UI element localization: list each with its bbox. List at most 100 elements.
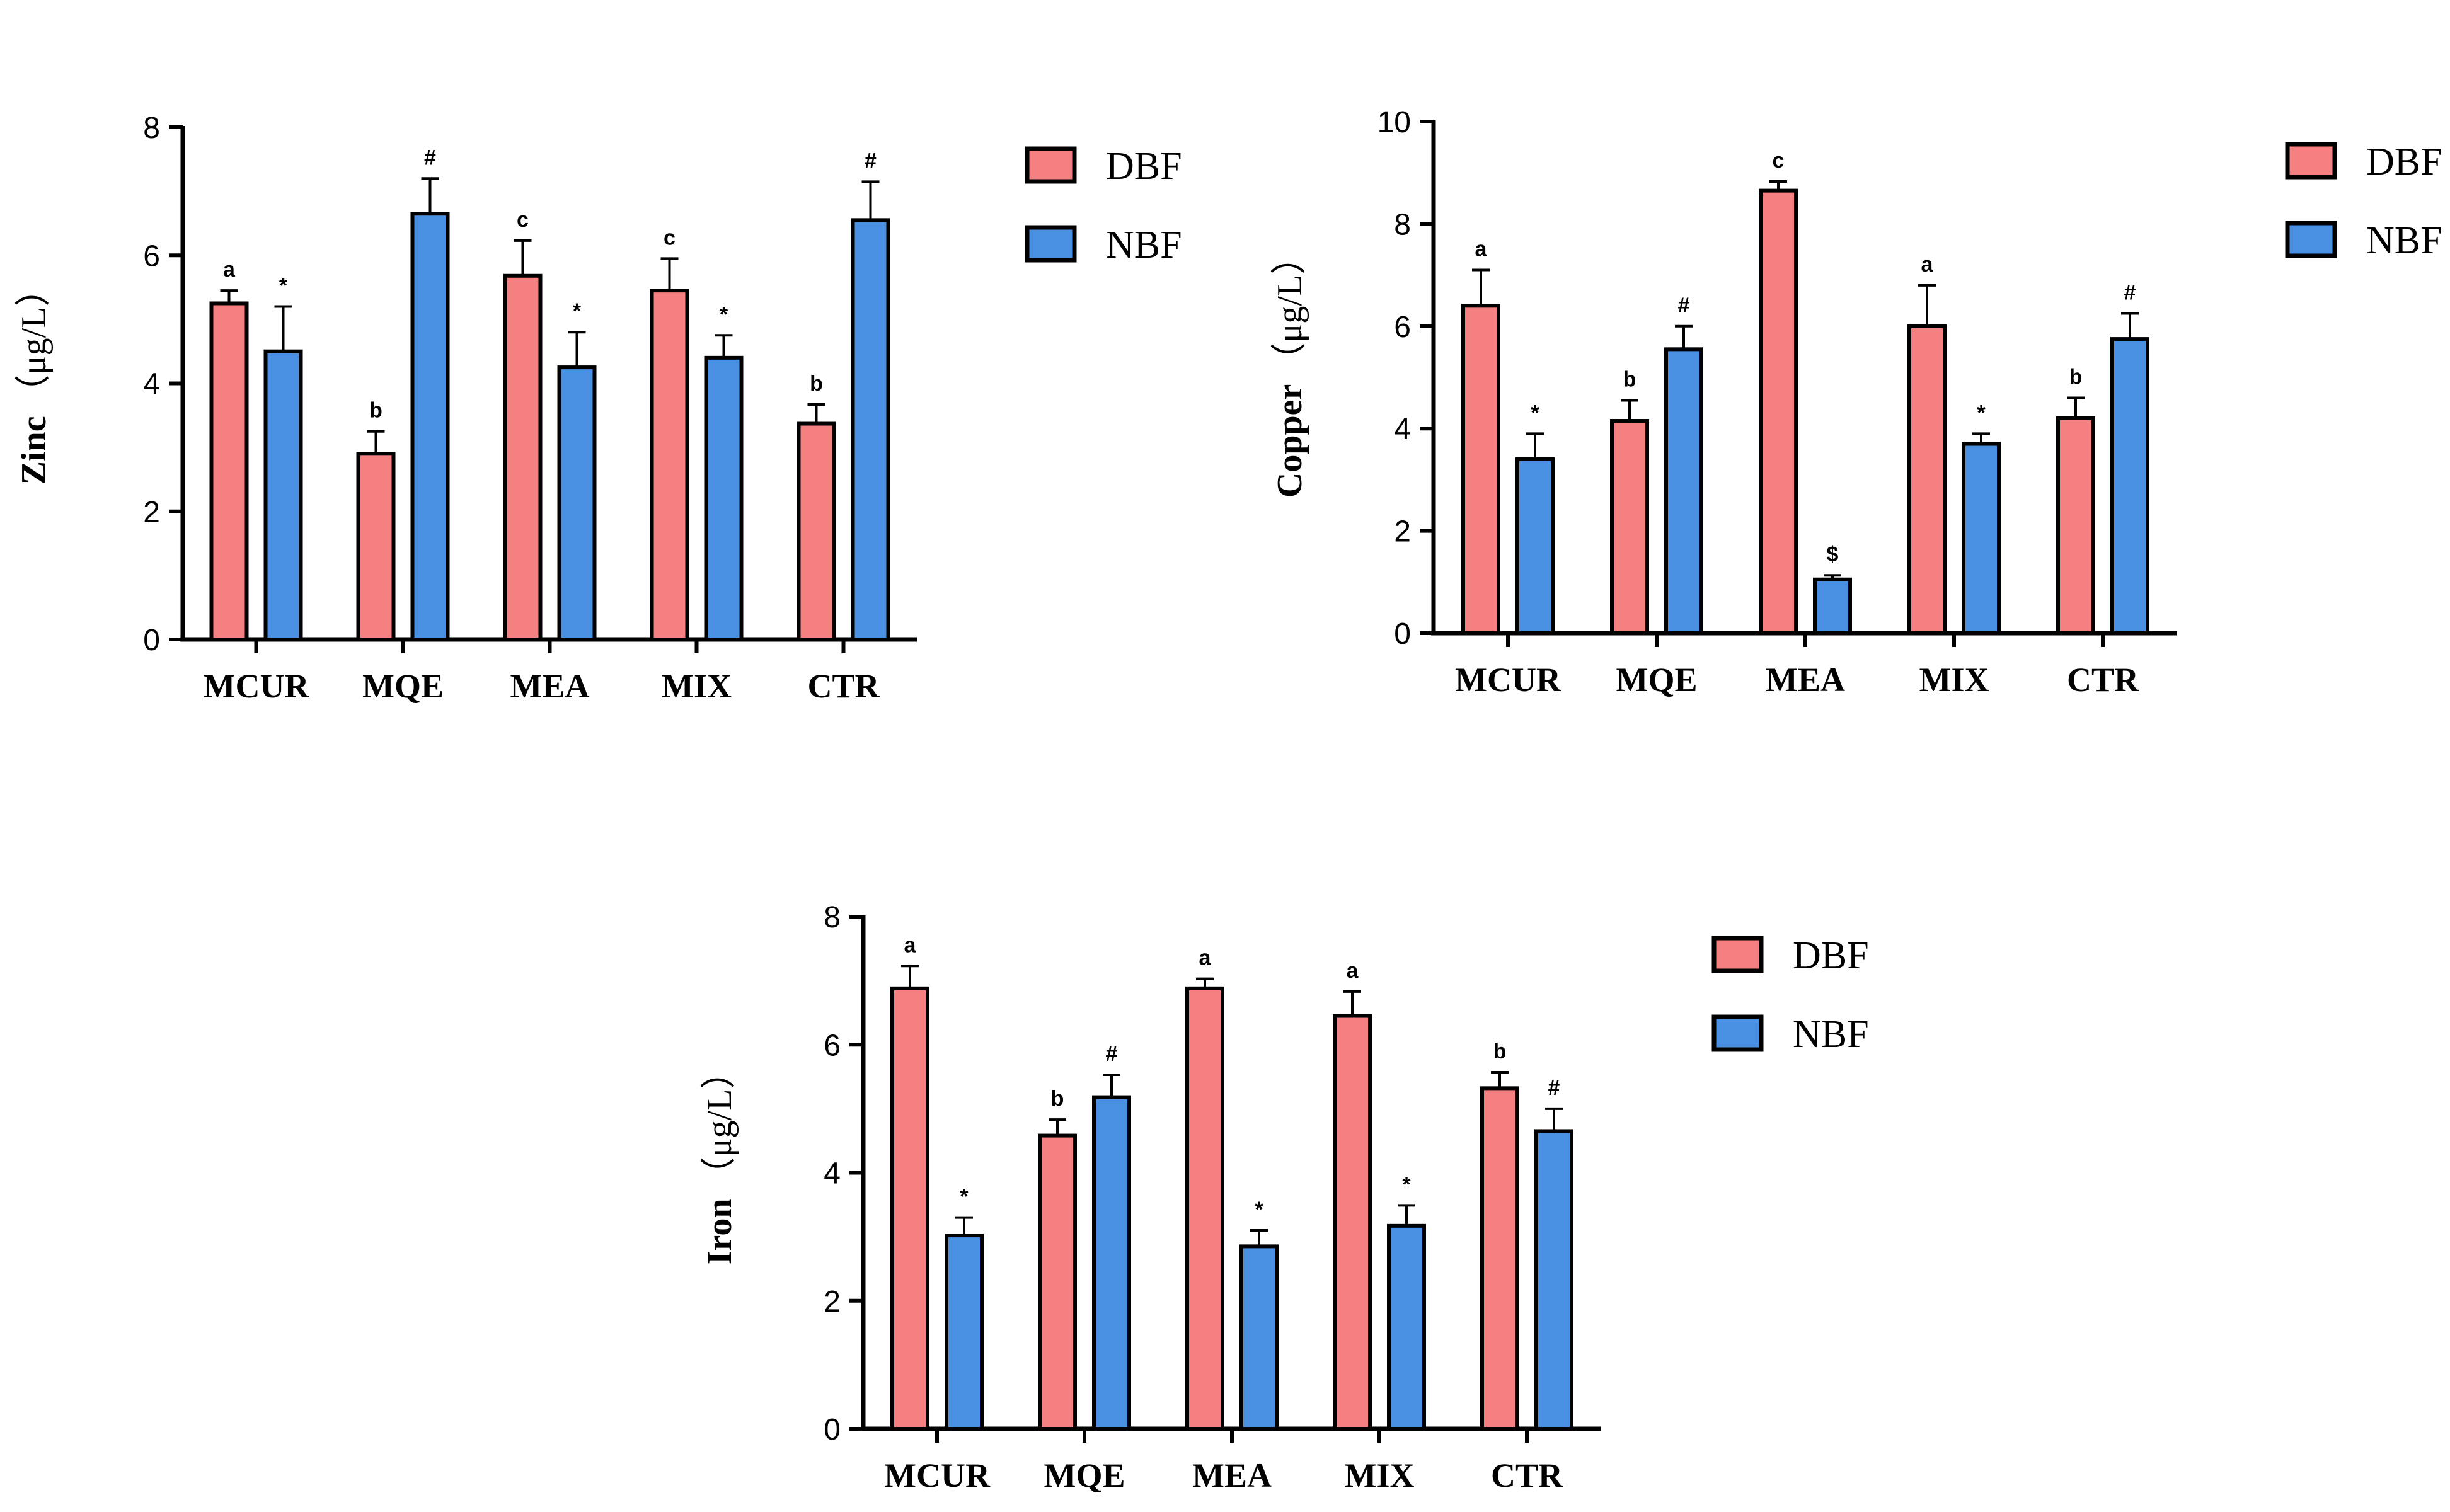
iron-y-tick-label: 8 xyxy=(824,901,841,934)
iron-x-tick-label-mcur: MCUR xyxy=(884,1457,991,1494)
zinc-legend-label-nbf: NBF xyxy=(1106,224,1182,266)
zinc-x-tick-label-ctr: CTR xyxy=(807,667,880,705)
zinc-significance-label-nbf-mea: * xyxy=(573,299,582,323)
iron-bar-dbf-ctr xyxy=(1480,1086,1519,1431)
zinc-legend-label-dbf: DBF xyxy=(1106,145,1182,188)
zinc-bar-dbf-mea xyxy=(503,273,543,641)
iron-significance-label-nbf-mqe: # xyxy=(1106,1042,1118,1066)
copper-significance-label-dbf-ctr: b xyxy=(2069,365,2083,389)
zinc-legend-swatch-nbf xyxy=(1025,225,1077,263)
iron-legend-swatch-nbf xyxy=(1711,1014,1764,1052)
copper-x-tick-label-mcur: MCUR xyxy=(1455,661,1561,699)
zinc-significance-label-dbf-mcur: a xyxy=(223,258,236,282)
copper-bar-dbf-mqe xyxy=(1610,419,1649,636)
iron-bar-dbf-mea xyxy=(1185,986,1224,1431)
zinc-chart: Zinc （μg/L） 0 2 4 6 8 MCUR a * MQE b # MEA c * MIX c * CTR b… xyxy=(14,112,1182,705)
copper-x-tick-label-mqe: MQE xyxy=(1616,661,1698,699)
iron-legend-label-nbf: NBF xyxy=(1793,1013,1869,1056)
zinc-bar-dbf-ctr xyxy=(797,421,836,641)
copper-x-tick-label-mea: MEA xyxy=(1766,661,1845,699)
zinc-bar-nbf-mcur xyxy=(263,349,303,641)
copper-legend-label-nbf: NBF xyxy=(2366,219,2442,262)
iron-y-axis-label-name: Iron xyxy=(700,1199,739,1265)
copper-y-tick-label: 8 xyxy=(1394,208,1411,241)
zinc-y-axis-label: Zinc （μg/L） xyxy=(14,272,54,485)
zinc-legend-swatch-dbf xyxy=(1025,146,1077,184)
copper-significance-label-dbf-mix: a xyxy=(1921,253,1934,277)
iron-bar-nbf-mix xyxy=(1387,1223,1426,1431)
iron-significance-label-nbf-mix: * xyxy=(1402,1172,1411,1196)
iron-significance-label-nbf-mcur: * xyxy=(960,1185,969,1209)
zinc-bar-dbf-mix xyxy=(650,289,689,641)
zinc-y-tick-label: 8 xyxy=(143,112,160,145)
zinc-significance-label-nbf-mqe: # xyxy=(424,146,436,169)
zinc-bar-nbf-ctr xyxy=(851,218,890,641)
zinc-x-tick-label-mea: MEA xyxy=(510,667,590,705)
zinc-bar-dbf-mqe xyxy=(356,452,396,641)
copper-bar-dbf-mix xyxy=(1907,324,1947,635)
iron-y-tick-label: 2 xyxy=(824,1285,841,1319)
iron-y-axis-label: Iron （μg/L） xyxy=(700,1054,739,1265)
copper-significance-label-nbf-mea: $ xyxy=(1827,542,1839,566)
iron-legend-swatch-dbf xyxy=(1711,936,1764,973)
zinc-x-tick-label-mcur: MCUR xyxy=(204,667,310,705)
copper-y-axis-label-unit: （μg/L） xyxy=(1270,239,1309,378)
copper-significance-label-nbf-mix: * xyxy=(1977,401,1986,425)
copper-legend-label-dbf: DBF xyxy=(2366,140,2442,183)
copper-chart: Copper （μg/L） 0 2 4 6 8 10 MCUR a * MQE b # MEA c $ MIX a *… xyxy=(1270,106,2442,699)
iron-bar-nbf-mcur xyxy=(945,1234,984,1431)
iron-x-tick-label-ctr: CTR xyxy=(1491,1457,1563,1494)
zinc-significance-label-dbf-ctr: b xyxy=(810,372,823,396)
iron-x-tick-label-mqe: MQE xyxy=(1044,1457,1125,1494)
zinc-y-axis-label-name: Zinc xyxy=(14,416,54,484)
iron-y-axis-label-unit: （μg/L） xyxy=(700,1054,739,1193)
copper-bar-nbf-mcur xyxy=(1515,457,1555,635)
iron-y-tick-label: 0 xyxy=(824,1413,841,1446)
copper-y-tick-label: 6 xyxy=(1394,311,1411,344)
zinc-bar-dbf-mcur xyxy=(209,301,249,641)
iron-bar-dbf-mcur xyxy=(890,986,929,1431)
iron-significance-label-dbf-mix: a xyxy=(1347,959,1359,983)
zinc-significance-label-dbf-mqe: b xyxy=(369,399,382,423)
copper-y-tick-label: 4 xyxy=(1394,413,1411,446)
copper-significance-label-dbf-mqe: b xyxy=(1623,368,1636,392)
copper-bar-nbf-mqe xyxy=(1664,347,1703,636)
zinc-bar-nbf-mqe xyxy=(410,212,450,642)
copper-bar-nbf-mix xyxy=(1962,442,2001,635)
zinc-significance-label-nbf-ctr: # xyxy=(865,149,877,173)
zinc-y-axis-label-unit: （μg/L） xyxy=(14,272,54,410)
copper-y-tick-label: 0 xyxy=(1394,617,1411,651)
copper-significance-label-nbf-mcur: * xyxy=(1531,401,1539,425)
zinc-significance-label-dbf-mea: c xyxy=(517,208,529,232)
iron-x-tick-label-mix: MIX xyxy=(1345,1457,1415,1494)
iron-bar-dbf-mqe xyxy=(1038,1133,1077,1431)
iron-significance-label-dbf-mqe: b xyxy=(1051,1087,1064,1111)
iron-bar-nbf-mea xyxy=(1239,1244,1279,1431)
copper-x-tick-label-mix: MIX xyxy=(1919,661,1989,699)
zinc-x-tick-label-mqe: MQE xyxy=(362,667,444,705)
copper-significance-label-dbf-mcur: a xyxy=(1475,237,1488,261)
copper-bar-dbf-mcur xyxy=(1461,304,1500,635)
copper-bar-dbf-ctr xyxy=(2056,416,2095,636)
iron-bar-dbf-mix xyxy=(1333,1014,1372,1431)
copper-bar-nbf-ctr xyxy=(2110,337,2149,635)
copper-legend-swatch-dbf xyxy=(2285,142,2337,180)
zinc-y-tick-label: 0 xyxy=(143,624,160,657)
zinc-significance-label-dbf-mix: c xyxy=(664,226,676,249)
zinc-bar-nbf-mea xyxy=(557,365,597,641)
zinc-x-tick-label-mix: MIX xyxy=(662,667,732,705)
copper-y-axis-label: Copper （μg/L） xyxy=(1270,239,1309,498)
iron-chart: Iron （μg/L） 0 2 4 6 8 MCUR a * MQE b # MEA a * MIX a * CTR b… xyxy=(700,901,1869,1494)
iron-significance-label-dbf-mea: a xyxy=(1199,946,1212,970)
copper-bar-nbf-mea xyxy=(1813,577,1852,635)
zinc-y-tick-label: 2 xyxy=(143,496,160,529)
zinc-significance-label-nbf-mcur: * xyxy=(279,274,288,298)
zinc-bar-nbf-mix xyxy=(704,355,744,641)
iron-significance-label-nbf-ctr: # xyxy=(1548,1076,1560,1100)
zinc-y-tick-label: 6 xyxy=(143,239,160,273)
copper-significance-label-nbf-ctr: # xyxy=(2124,281,2136,305)
iron-significance-label-dbf-mcur: a xyxy=(904,933,917,957)
copper-significance-label-dbf-mea: c xyxy=(1773,149,1785,173)
iron-bar-nbf-mqe xyxy=(1092,1095,1131,1431)
